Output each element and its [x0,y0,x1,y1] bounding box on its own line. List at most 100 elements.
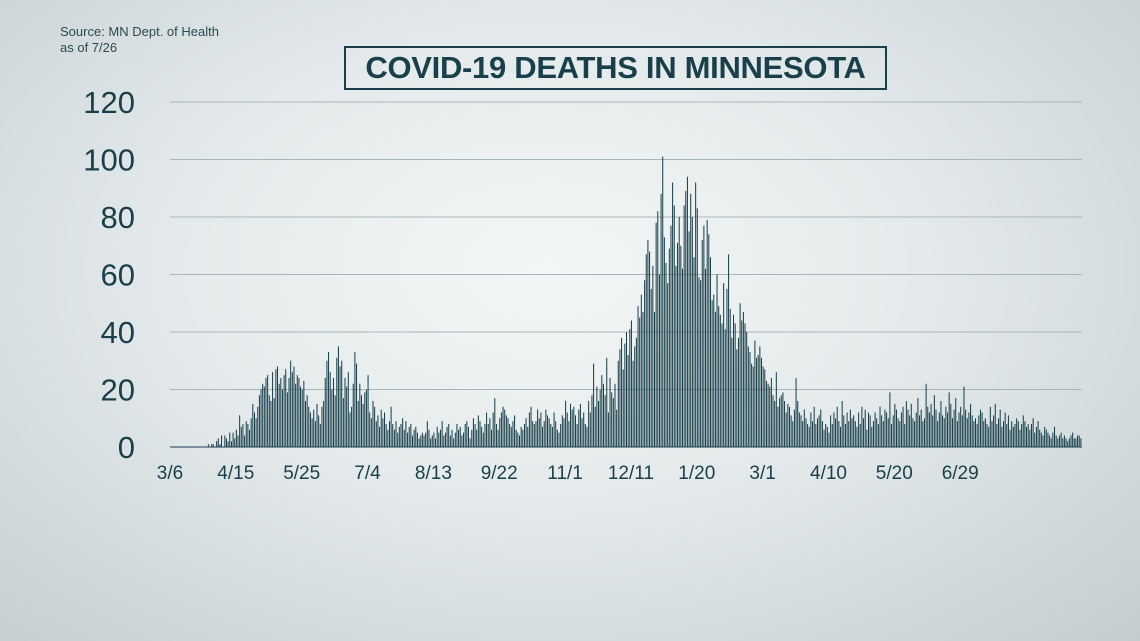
bar [693,257,695,447]
bar [449,435,451,447]
bar [509,424,511,447]
bar [1022,415,1024,448]
bar [486,412,488,447]
x-tick-label: 4/10 [810,463,847,484]
bar [645,254,647,448]
bar [290,360,292,447]
bar [408,426,410,448]
bar [705,268,707,447]
bar [973,421,975,448]
bar [314,421,316,448]
bar [1016,418,1018,447]
bar [448,424,450,447]
bar [698,277,700,448]
bar [1060,432,1062,448]
bar [668,248,670,447]
bar [1004,412,1006,447]
bar [775,372,777,447]
bar [596,386,598,448]
bar [889,392,891,448]
bar [431,435,433,447]
bar [565,401,567,447]
x-tick-label: 3/6 [157,463,183,484]
x-tick-label: 1/20 [678,463,715,484]
bar [242,424,244,447]
bar [879,406,881,447]
bar [589,412,591,447]
bar [940,401,942,447]
bar [253,412,255,447]
bar [581,418,583,447]
bar [858,412,860,447]
bar [649,251,651,447]
bar [772,395,774,447]
bar [390,406,392,447]
bar [800,415,802,448]
bar [1075,438,1077,448]
bar [797,401,799,447]
bar [757,355,759,447]
bar [777,406,779,447]
bar [838,421,840,448]
bar [853,415,855,448]
bar [793,409,795,448]
bar [586,426,588,448]
bar [902,406,904,447]
bar [686,176,688,447]
bar [1009,429,1011,447]
bar [479,421,481,448]
bar [584,424,586,447]
bar [331,389,333,447]
bar [1014,424,1016,447]
bar [347,372,349,447]
bar [854,421,856,448]
bar [367,375,369,448]
bar [482,432,484,448]
bar [453,438,455,448]
bar [867,412,870,447]
bar [426,421,428,448]
bar [874,412,876,447]
bar [410,424,412,447]
bar [260,389,262,447]
bar [370,418,372,447]
bar [820,409,822,448]
bar [1050,438,1052,448]
bar [828,432,830,448]
bar [912,418,914,447]
bar [665,263,667,447]
bar [499,418,501,447]
bar [255,418,257,447]
bar [756,357,758,448]
bar [300,386,302,448]
bar [423,435,425,447]
bar [451,429,453,447]
bar [606,357,608,448]
bar [714,311,716,448]
bar [456,424,458,447]
x-tick-label: 5/20 [876,463,913,484]
bar [510,426,512,448]
bar [792,421,794,448]
bar [344,378,346,447]
bar [365,389,367,447]
bar [816,418,818,447]
bar [1012,426,1014,448]
bar [477,415,479,448]
bar [321,406,323,447]
bar [742,311,744,448]
bar [833,412,835,447]
bar [1047,432,1049,448]
bar [523,424,525,447]
bar [1062,438,1064,448]
bar [736,349,738,447]
bar [398,426,400,448]
bar [988,426,990,448]
bar [841,401,843,447]
bar [733,314,735,447]
bar [642,311,644,448]
bar [356,363,358,448]
bar [915,412,917,447]
